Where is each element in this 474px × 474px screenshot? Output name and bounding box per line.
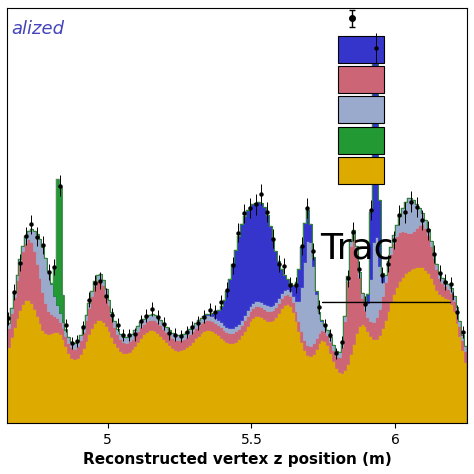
Text: Trac: Trac	[320, 232, 393, 266]
FancyBboxPatch shape	[338, 157, 384, 184]
FancyBboxPatch shape	[338, 66, 384, 93]
FancyBboxPatch shape	[338, 97, 384, 123]
Text: alized: alized	[11, 20, 64, 38]
FancyBboxPatch shape	[338, 36, 384, 63]
FancyBboxPatch shape	[338, 127, 384, 154]
X-axis label: Reconstructed vertex z position (m): Reconstructed vertex z position (m)	[82, 452, 392, 467]
